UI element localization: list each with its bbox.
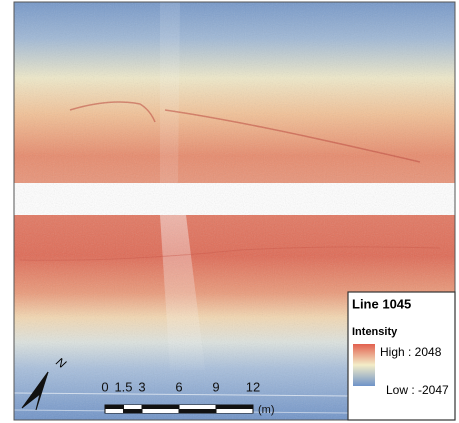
scale-bar-segment [179,405,216,409]
legend-low: Low : -2047 [386,383,449,397]
scale-label: 0 [101,379,108,394]
legend-title: Line 1045 [352,296,411,311]
scale-bar-segment [142,405,179,409]
scale-bar-segment [142,409,179,413]
scale-label: 3 [138,379,145,394]
scale-unit: (m) [258,404,275,416]
scale-bar-segment [123,409,142,413]
scale-label: 9 [212,379,219,394]
scale-label: 1.5 [114,379,132,394]
legend-high: High : 2048 [380,345,442,359]
map-frame [13,1,456,421]
scale-bar: 0 1.5 3 6 9 12 (m) [101,379,274,415]
legend: Line 1045 Intensity High : 2048 Low : -2… [347,291,456,421]
legend-field: Intensity [352,326,398,338]
scale-bar-segment [123,405,142,409]
scale-bar-segment [216,405,253,409]
scale-bar-segment [179,409,216,413]
scale-bar-segment [216,409,253,413]
scale-label: 12 [246,379,260,394]
scale-bar-segment [105,409,124,413]
legend-ramp [353,344,375,386]
scale-label: 6 [175,379,182,394]
scale-bar-segment [105,405,124,409]
